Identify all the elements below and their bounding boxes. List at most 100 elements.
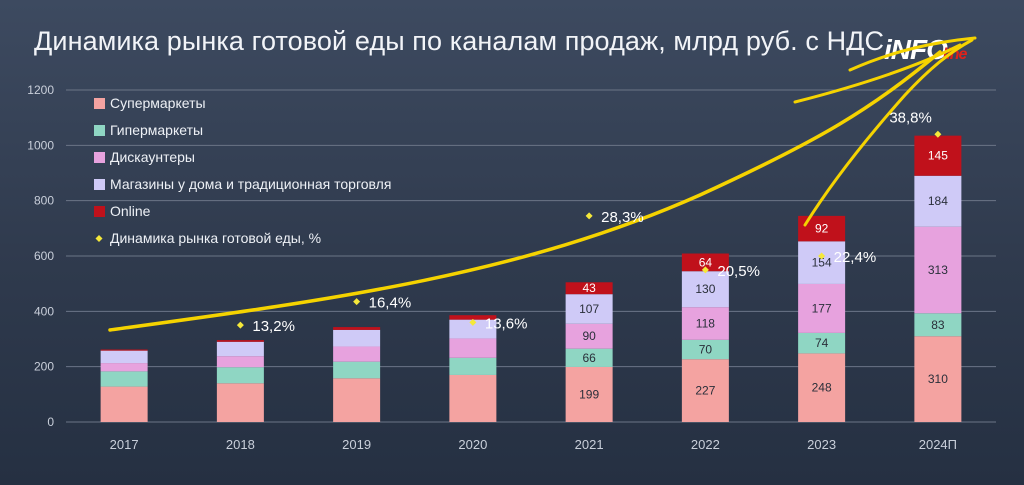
bar-segment: [681, 359, 729, 422]
growth-label: 13,6%: [485, 315, 528, 332]
bar-segment: [216, 383, 264, 422]
bar-segment: [914, 336, 962, 422]
legend-swatch: [94, 125, 105, 136]
bar-segment: [914, 175, 962, 227]
x-tick-label: 2019: [342, 437, 371, 452]
legend-entry: Дискаунтеры: [110, 149, 195, 165]
x-tick-label: 2022: [691, 437, 720, 452]
bar-value-label: 310: [928, 372, 948, 386]
bar-segment: [681, 307, 729, 340]
bar-segment: [798, 215, 846, 242]
brand-logo: iNFOline: [884, 34, 967, 65]
growth-label: 16,4%: [369, 295, 412, 312]
bar-segment: [449, 319, 497, 339]
bar-segment: [914, 313, 962, 337]
bar-segment: [798, 283, 846, 333]
growth-marker: [818, 252, 826, 260]
bar-segment: [681, 271, 729, 308]
x-tick-label: 2017: [110, 437, 139, 452]
bar-segment: [565, 366, 613, 422]
bar-value-label: 154: [812, 256, 832, 270]
bar-value-label: 70: [699, 343, 713, 357]
bar-value-label: 66: [582, 351, 596, 365]
bar-segment: [449, 357, 497, 375]
y-tick-label: 0: [47, 415, 54, 429]
legend-entry: Магазины у дома и традиционная торговля: [110, 176, 391, 192]
x-tick-label: 2021: [575, 437, 604, 452]
bar-segment: [798, 241, 846, 284]
bar-segment: [216, 341, 264, 357]
growth-marker: [236, 321, 244, 329]
growth-marker: [353, 298, 361, 306]
x-tick-label: 2024П: [919, 437, 957, 452]
bar-value-label: 90: [582, 329, 596, 343]
bar-segment: [914, 135, 962, 176]
bar-segment: [333, 327, 381, 330]
bar-segment: [333, 329, 381, 347]
growth-marker: [585, 212, 593, 220]
bar-segment: [798, 353, 846, 422]
bar-value-label: 199: [579, 387, 599, 401]
y-tick-label: 200: [34, 360, 54, 374]
bar-segment: [565, 323, 613, 349]
bar-segment: [681, 339, 729, 360]
bar-segment: [100, 371, 148, 387]
y-tick-label: 1000: [27, 138, 54, 152]
bar-value-label: 64: [699, 255, 713, 269]
trend-curve: [793, 36, 977, 104]
growth-label: 28,3%: [601, 209, 644, 226]
legend-entry: Гипермаркеты: [110, 122, 203, 138]
y-tick-label: 800: [34, 194, 54, 208]
bar-value-label: 43: [582, 281, 596, 295]
bar-segment: [100, 349, 148, 351]
bar-segment: [100, 363, 148, 372]
x-tick-label: 2018: [226, 437, 255, 452]
x-tick-label: 2020: [458, 437, 487, 452]
bar-value-label: 313: [928, 263, 948, 277]
bar-segment: [449, 374, 497, 422]
bar-segment: [100, 350, 148, 364]
growth-marker: [469, 318, 477, 326]
bar-segment: [100, 386, 148, 422]
bar-segment: [333, 346, 381, 362]
growth-marker: [934, 130, 942, 138]
growth-label: 20,5%: [717, 263, 760, 280]
y-tick-label: 400: [34, 304, 54, 318]
trend-curve: [803, 38, 974, 227]
growth-label: 22,4%: [834, 249, 877, 266]
bar-segment: [681, 253, 729, 272]
bar-value-label: 248: [812, 381, 832, 395]
trend-curve: [108, 50, 942, 332]
y-tick-label: 600: [34, 249, 54, 263]
bar-value-label: 83: [931, 318, 945, 332]
growth-label: 38,8%: [889, 109, 932, 126]
legend-swatch: [94, 98, 105, 109]
bar-value-label: 145: [928, 149, 948, 163]
bar-segment: [565, 282, 613, 295]
bar-segment: [333, 361, 381, 379]
bar-value-label: 227: [695, 384, 715, 398]
legend-swatch: [94, 179, 105, 190]
growth-marker: [701, 266, 709, 274]
bar-value-label: 74: [815, 336, 829, 350]
y-tick-label: 1200: [27, 83, 54, 97]
growth-label: 13,2%: [252, 318, 295, 335]
bar-segment: [449, 315, 497, 320]
legend-swatch: [95, 235, 103, 242]
bar-segment: [216, 356, 264, 368]
legend-entry: Супермаркеты: [110, 95, 206, 111]
bar-segment: [449, 338, 497, 358]
bar-value-label: 177: [812, 301, 832, 315]
bar-segment: [914, 226, 962, 314]
legend-swatch: [94, 152, 105, 163]
legend-entry: Online: [110, 203, 151, 219]
x-tick-label: 2023: [807, 437, 836, 452]
bar-segment: [333, 378, 381, 422]
bar-segment: [565, 348, 613, 367]
bar-segment: [565, 294, 613, 324]
bar-segment: [798, 332, 846, 354]
bar-value-label: 118: [696, 317, 715, 331]
bar-segment: [216, 340, 264, 342]
bar-value-label: 130: [695, 282, 715, 296]
